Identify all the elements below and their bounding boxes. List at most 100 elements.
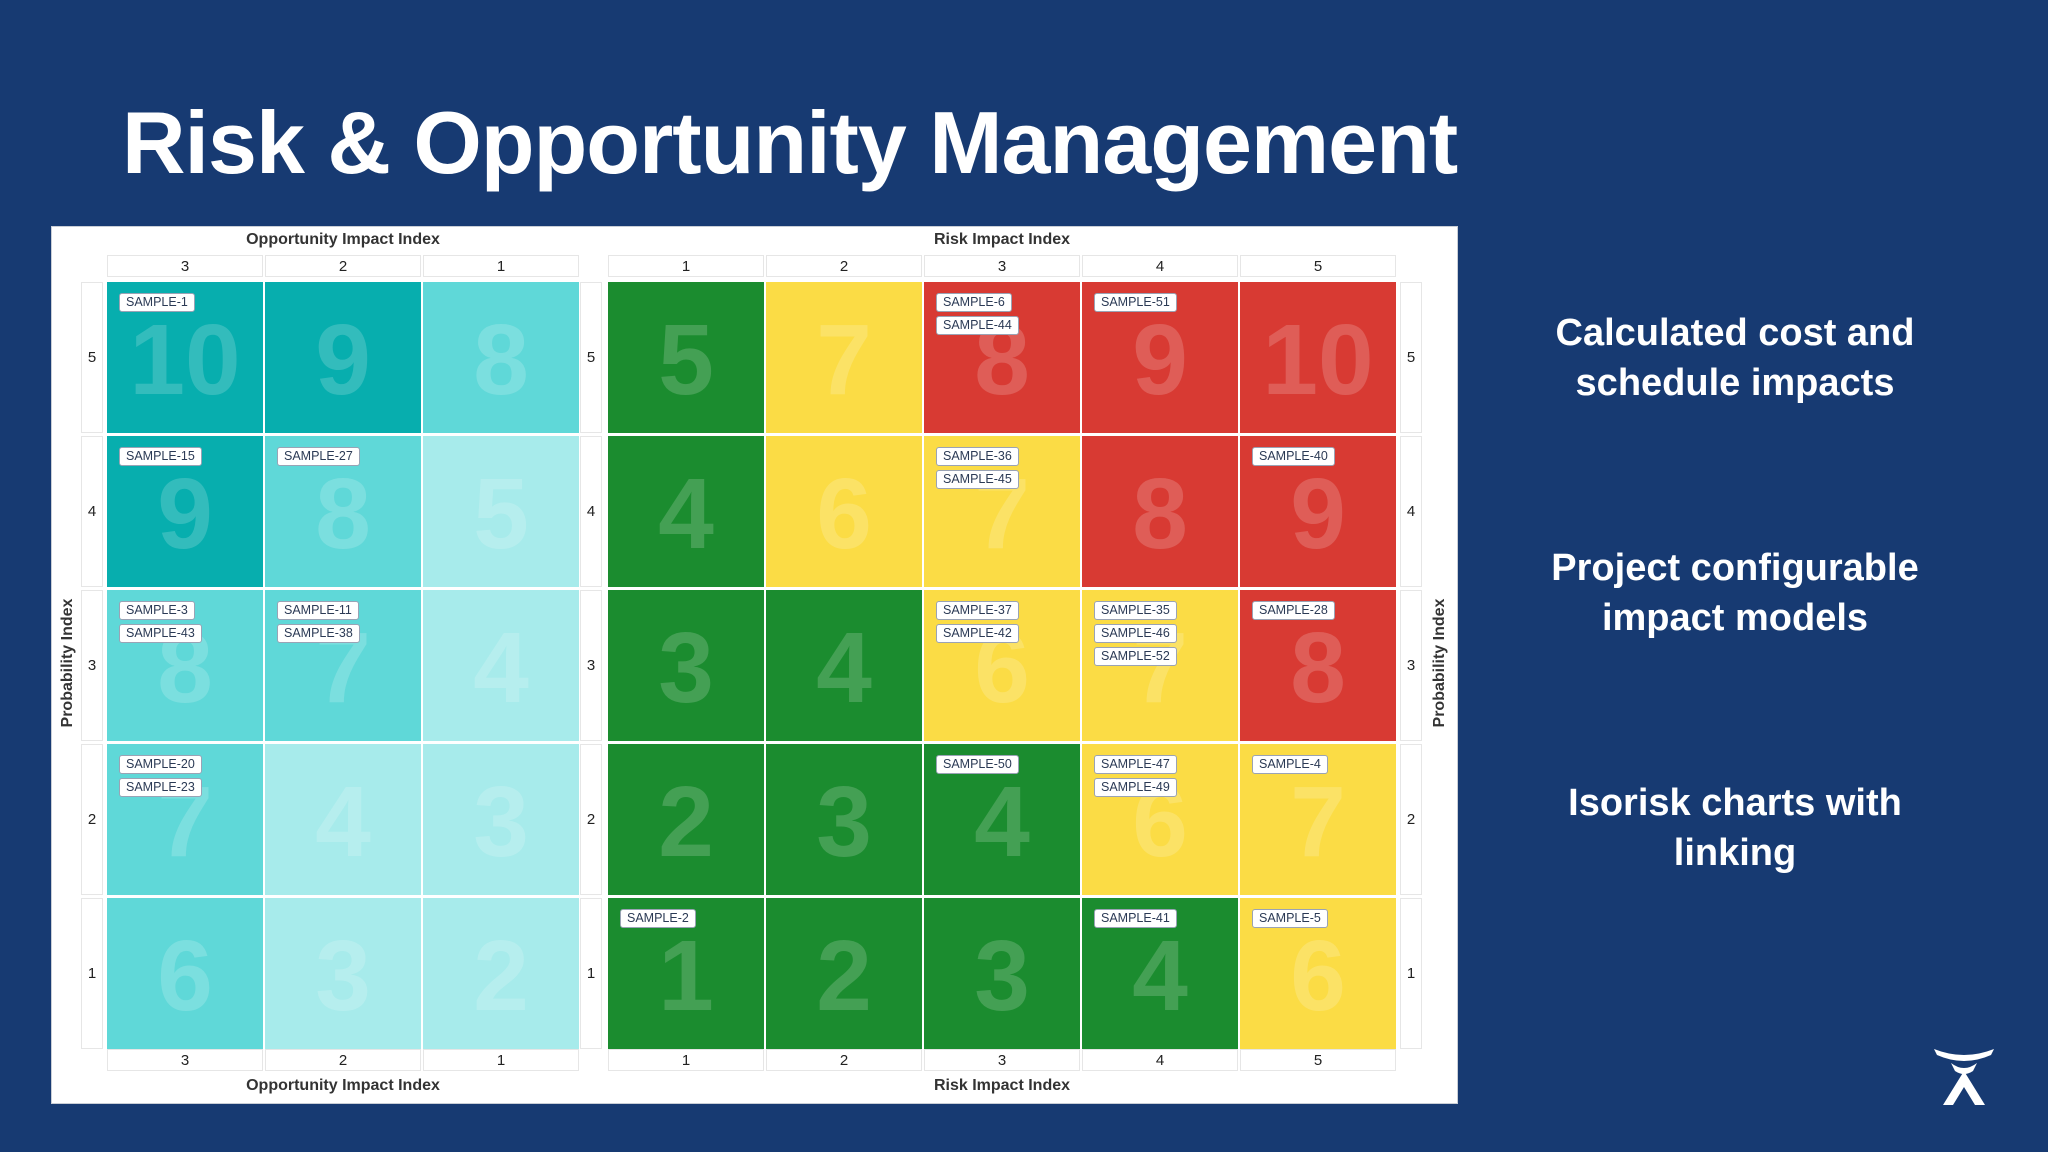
bullet-cost-schedule: Calculated cost and schedule impacts <box>1555 312 1915 404</box>
risk-matrix-cell[interactable]: 1 SAMPLE-2 <box>608 898 764 1049</box>
risk-matrix-cell[interactable]: 6 <box>766 436 922 587</box>
risk-column-tick-top: 5 <box>1240 255 1396 277</box>
opportunity-matrix-cell[interactable]: 10 SAMPLE-1 <box>107 282 263 433</box>
opportunity-matrix-cell[interactable]: 3 <box>265 898 421 1049</box>
risk-column-tick-top: 4 <box>1082 255 1238 277</box>
issue-tag-link[interactable]: SAMPLE-1 <box>119 293 195 312</box>
risk-column-tick-bottom: 5 <box>1240 1049 1396 1071</box>
cell-score: 1 <box>658 920 714 1032</box>
risk-matrix-cell[interactable]: 7 SAMPLE-4 <box>1240 744 1396 895</box>
issue-tag-link[interactable]: SAMPLE-50 <box>936 755 1019 774</box>
opportunity-matrix-cell[interactable]: 5 <box>423 436 579 587</box>
issue-tag-link[interactable]: SAMPLE-38 <box>277 624 360 643</box>
issue-tag-link[interactable]: SAMPLE-49 <box>1094 778 1177 797</box>
issue-tag-link[interactable]: SAMPLE-35 <box>1094 601 1177 620</box>
opportunity-matrix-cell[interactable]: 8 <box>423 282 579 433</box>
cell-tag-list: SAMPLE-35 SAMPLE-46 SAMPLE-52 <box>1094 601 1177 666</box>
opportunity-matrix-cell[interactable]: 7 SAMPLE-20 SAMPLE-23 <box>107 744 263 895</box>
opportunity-matrix-cell[interactable]: 4 <box>423 590 579 741</box>
risk-matrix-cell[interactable]: 2 <box>608 744 764 895</box>
cell-tag-list: SAMPLE-5 <box>1252 909 1328 928</box>
risk-matrix-cell[interactable]: 7 <box>766 282 922 433</box>
issue-tag-link[interactable]: SAMPLE-46 <box>1094 624 1177 643</box>
issue-tag-link[interactable]: SAMPLE-11 <box>277 601 359 620</box>
issue-tag-link[interactable]: SAMPLE-36 <box>936 447 1019 466</box>
risk-matrix-cell[interactable]: 4 SAMPLE-41 <box>1082 898 1238 1049</box>
cell-score: 6 <box>816 458 872 570</box>
cell-tag-list: SAMPLE-20 SAMPLE-23 <box>119 755 202 797</box>
risk-matrix-cell[interactable]: 4 SAMPLE-50 <box>924 744 1080 895</box>
issue-tag-link[interactable]: SAMPLE-23 <box>119 778 202 797</box>
opportunity-column-tick-bottom: 2 <box>265 1049 421 1071</box>
probability-tick: 5 <box>1400 282 1422 433</box>
cell-score: 3 <box>473 766 529 878</box>
issue-tag-link[interactable]: SAMPLE-6 <box>936 293 1012 312</box>
issue-tag-link[interactable]: SAMPLE-4 <box>1252 755 1328 774</box>
opportunity-column-tick-top: 1 <box>423 255 579 277</box>
issue-tag-link[interactable]: SAMPLE-44 <box>936 316 1019 335</box>
bullet-impact-models: Project configurable impact models <box>1551 547 1919 639</box>
issue-tag-link[interactable]: SAMPLE-40 <box>1252 447 1335 466</box>
risk-matrix-cell[interactable]: 8 SAMPLE-28 <box>1240 590 1396 741</box>
opportunity-matrix-cell[interactable]: 4 <box>265 744 421 895</box>
issue-tag-link[interactable]: SAMPLE-45 <box>936 470 1019 489</box>
issue-tag-link[interactable]: SAMPLE-43 <box>119 624 202 643</box>
opportunity-matrix-cell[interactable]: 7 SAMPLE-11 SAMPLE-38 <box>265 590 421 741</box>
issue-tag-link[interactable]: SAMPLE-5 <box>1252 909 1328 928</box>
cell-score: 8 <box>1290 612 1346 724</box>
cell-score: 10 <box>1262 304 1374 416</box>
issue-tag-link[interactable]: SAMPLE-2 <box>620 909 696 928</box>
cell-score: 8 <box>473 304 529 416</box>
cell-score: 7 <box>1290 766 1346 878</box>
risk-matrix-cell[interactable]: 7 SAMPLE-36 SAMPLE-45 <box>924 436 1080 587</box>
probability-axis-title-right: Probability Index <box>1431 598 1448 728</box>
issue-tag-link[interactable]: SAMPLE-51 <box>1094 293 1177 312</box>
cell-tag-list: SAMPLE-36 SAMPLE-45 <box>936 447 1019 489</box>
risk-matrix-cell[interactable]: 3 <box>766 744 922 895</box>
cell-score: 8 <box>1132 458 1188 570</box>
issue-tag-link[interactable]: SAMPLE-42 <box>936 624 1019 643</box>
probability-tick: 5 <box>580 282 602 433</box>
opportunity-matrix-cell[interactable]: 2 <box>423 898 579 1049</box>
issue-tag-link[interactable]: SAMPLE-47 <box>1094 755 1177 774</box>
risk-matrix-cell[interactable]: 4 <box>766 590 922 741</box>
risk-matrix-cell[interactable]: 5 <box>608 282 764 433</box>
issue-tag-link[interactable]: SAMPLE-20 <box>119 755 202 774</box>
cell-score: 4 <box>974 766 1030 878</box>
risk-matrix-cell[interactable]: 3 <box>608 590 764 741</box>
opportunity-matrix-cell[interactable]: 9 SAMPLE-15 <box>107 436 263 587</box>
opportunity-matrix-cell[interactable]: 8 SAMPLE-27 <box>265 436 421 587</box>
cell-tag-list: SAMPLE-50 <box>936 755 1019 774</box>
issue-tag-link[interactable]: SAMPLE-41 <box>1094 909 1177 928</box>
risk-matrix-cell[interactable]: 7 SAMPLE-35 SAMPLE-46 SAMPLE-52 <box>1082 590 1238 741</box>
issue-tag-link[interactable]: SAMPLE-28 <box>1252 601 1335 620</box>
risk-column-tick-top: 2 <box>766 255 922 277</box>
risk-matrix-cell[interactable]: 8 SAMPLE-6 SAMPLE-44 <box>924 282 1080 433</box>
cell-score: 9 <box>1132 304 1188 416</box>
cell-score: 5 <box>658 304 714 416</box>
risk-matrix-cell[interactable]: 2 <box>766 898 922 1049</box>
probability-tick: 2 <box>580 744 602 895</box>
opportunity-matrix-cell[interactable]: 3 <box>423 744 579 895</box>
risk-matrix-cell[interactable]: 3 <box>924 898 1080 1049</box>
opportunity-axis-title-bottom: Opportunity Impact Index <box>246 1077 440 1094</box>
opportunity-matrix-cell[interactable]: 9 <box>265 282 421 433</box>
risk-matrix-cell[interactable]: 4 <box>608 436 764 587</box>
opportunity-matrix-cell[interactable]: 6 <box>107 898 263 1049</box>
issue-tag-link[interactable]: SAMPLE-27 <box>277 447 360 466</box>
cell-tag-list: SAMPLE-3 SAMPLE-43 <box>119 601 202 643</box>
risk-matrix-cell[interactable]: 6 SAMPLE-5 <box>1240 898 1396 1049</box>
cell-score: 9 <box>157 458 213 570</box>
cell-score: 2 <box>658 766 714 878</box>
issue-tag-link[interactable]: SAMPLE-37 <box>936 601 1019 620</box>
risk-matrix-cell[interactable]: 8 <box>1082 436 1238 587</box>
issue-tag-link[interactable]: SAMPLE-3 <box>119 601 195 620</box>
risk-matrix-cell[interactable]: 9 SAMPLE-51 <box>1082 282 1238 433</box>
issue-tag-link[interactable]: SAMPLE-52 <box>1094 647 1177 666</box>
risk-matrix-cell[interactable]: 10 <box>1240 282 1396 433</box>
opportunity-matrix-cell[interactable]: 8 SAMPLE-3 SAMPLE-43 <box>107 590 263 741</box>
risk-matrix-cell[interactable]: 6 SAMPLE-37 SAMPLE-42 <box>924 590 1080 741</box>
risk-matrix-cell[interactable]: 9 SAMPLE-40 <box>1240 436 1396 587</box>
risk-matrix-cell[interactable]: 6 SAMPLE-47 SAMPLE-49 <box>1082 744 1238 895</box>
issue-tag-link[interactable]: SAMPLE-15 <box>119 447 202 466</box>
